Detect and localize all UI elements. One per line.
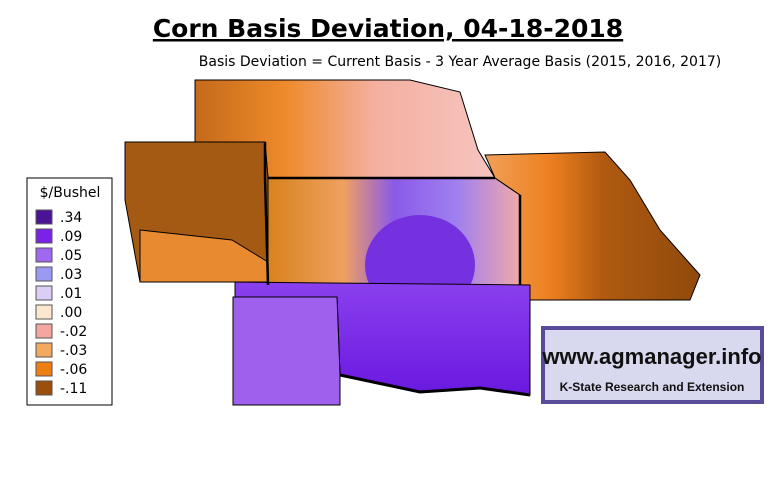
legend-swatch	[35, 247, 53, 263]
logo-url: www.agmanager.info	[541, 344, 761, 369]
legend-label: .00	[60, 305, 82, 321]
legend-label: -.06	[60, 362, 87, 378]
legend-swatch	[35, 380, 53, 396]
state-border	[263, 142, 270, 286]
logo-org: K-State Research and Extension	[560, 380, 745, 394]
legend-title: $/Bushel	[40, 185, 101, 201]
state-border	[339, 373, 531, 397]
legend-swatch	[35, 209, 53, 225]
missouri-region	[484, 151, 701, 301]
legend-label: .03	[60, 267, 82, 283]
map	[124, 79, 701, 406]
legend-label: -.02	[60, 324, 87, 340]
logo-box	[541, 326, 764, 404]
legend-swatch	[35, 342, 53, 358]
legend-swatch	[35, 304, 53, 320]
legend-swatch	[35, 285, 53, 301]
legend-label: .05	[60, 248, 82, 264]
panhandle-region	[232, 296, 341, 406]
subtitle: Basis Deviation = Current Basis - 3 Year…	[199, 54, 721, 70]
legend-swatch	[35, 323, 53, 339]
legend-label: -.11	[60, 381, 87, 397]
title: Corn Basis Deviation, 04-18-2018	[153, 14, 623, 43]
legend-label: .01	[60, 286, 82, 302]
legend-items: .34 .09 .05 .03 .01 .00 -.02 -.03 -.06 -.11	[35, 209, 87, 397]
legend-swatch	[35, 361, 53, 377]
legend-label: .34	[60, 210, 82, 226]
legend-swatch	[35, 228, 53, 244]
legend-swatch	[35, 266, 53, 282]
legend-label: .09	[60, 229, 82, 245]
legend-label: -.03	[60, 343, 87, 359]
